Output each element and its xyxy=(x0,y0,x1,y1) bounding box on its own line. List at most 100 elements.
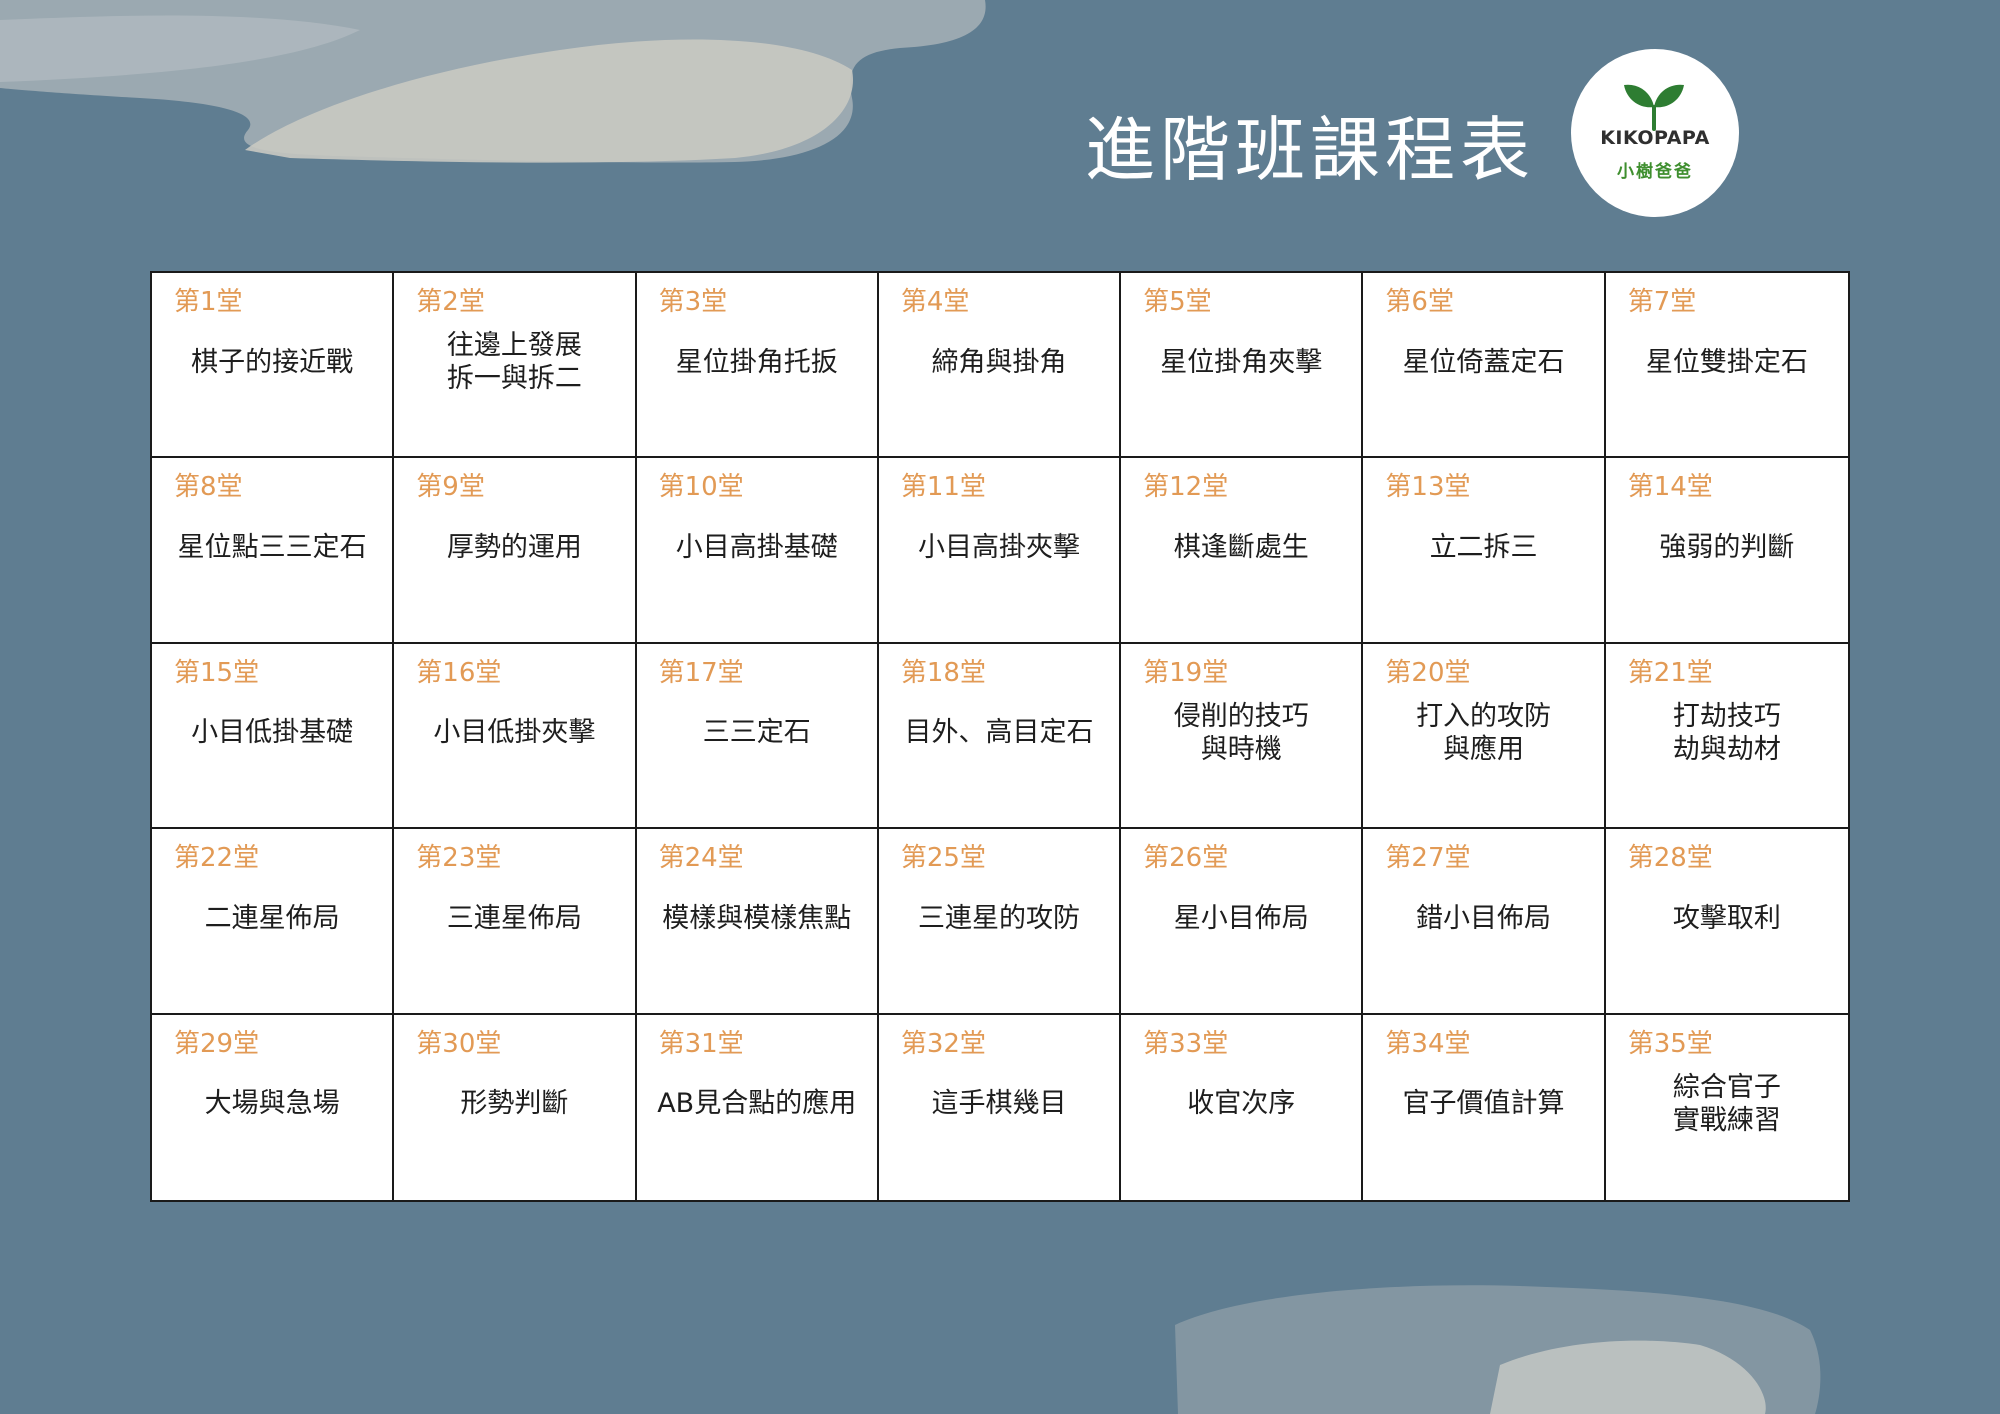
lesson-cell: 第32堂這手棋幾目 xyxy=(879,1014,1122,1200)
lesson-title: 官子價值計算 xyxy=(1369,1073,1597,1135)
page-title: 進階班課程表 xyxy=(1085,109,1535,191)
lesson-number: 第5堂 xyxy=(1143,287,1212,317)
lesson-title-line: 官子價值計算 xyxy=(1402,1088,1565,1120)
lesson-title-line: 這手棋幾目 xyxy=(931,1088,1067,1120)
lesson-cell: 第26堂星小目佈局 xyxy=(1121,829,1364,1015)
lesson-cell: 第34堂 官子價值計算 xyxy=(1363,1014,1606,1200)
lesson-title-line: 星位雙掛定石 xyxy=(1645,346,1808,378)
lesson-title-line: 星位掛角托扳 xyxy=(675,346,838,378)
lesson-cell: 第5堂星位掛角夾擊 xyxy=(1121,273,1364,459)
lesson-title-line: AB見合點的應用 xyxy=(657,1088,857,1120)
lesson-title: 錯小目佈局 xyxy=(1369,887,1597,949)
lesson-title-line: 星小目佈局 xyxy=(1173,902,1309,934)
lesson-number: 第26堂 xyxy=(1143,843,1229,874)
lesson-number: 第8堂 xyxy=(174,472,243,503)
lesson-cell: 第2堂 往邊上發展 拆一與拆二 xyxy=(394,273,637,459)
lesson-title: 模樣與模樣焦點 xyxy=(643,887,871,949)
sprout-icon xyxy=(1624,84,1684,131)
lesson-title-line: 星位掛角夾擊 xyxy=(1160,346,1323,378)
logo-brand-chinese: 小樹爸爸 xyxy=(1617,162,1693,182)
lesson-cell: 第9堂厚勢的運用 xyxy=(394,458,637,644)
kikopapa-logo: KIKOPAPA 小樹爸爸 xyxy=(1571,49,1739,217)
lesson-number: 第19堂 xyxy=(1143,657,1229,688)
lesson-title-line: 錯小目佈局 xyxy=(1416,902,1552,934)
lesson-title-line: 攻擊取利 xyxy=(1672,902,1781,934)
lesson-number: 第24堂 xyxy=(658,843,744,874)
lesson-title-line: 小目高掛基礎 xyxy=(675,531,838,563)
lesson-number: 第32堂 xyxy=(900,1028,986,1059)
lesson-cell: 第7堂 星位雙掛定石 xyxy=(1605,273,1848,459)
lesson-number: 第9堂 xyxy=(416,472,485,503)
lesson-title-line: 與時機 xyxy=(1200,733,1282,765)
lesson-title-line: 模樣與模樣焦點 xyxy=(662,902,852,934)
lesson-title-line: 厚勢的運用 xyxy=(446,531,582,563)
lesson-title: 綜合官子 實戰練習 xyxy=(1612,1072,1842,1136)
lesson-title-line: 實戰練習 xyxy=(1672,1104,1781,1136)
lesson-number: 第27堂 xyxy=(1385,843,1471,874)
lesson-title-line: 與應用 xyxy=(1443,733,1525,765)
lesson-title: 強弱的判斷 xyxy=(1612,516,1842,578)
lesson-title-line: 劫與劫材 xyxy=(1672,733,1781,765)
lesson-cell: 第27堂錯小目佈局 xyxy=(1363,829,1606,1015)
lesson-cell: 第14堂強弱的判斷 xyxy=(1605,458,1848,644)
lesson-title: 厚勢的運用 xyxy=(400,516,628,578)
lesson-cell: 第11堂小目高掛夾擊 xyxy=(878,458,1122,644)
lesson-cell: 第24堂模樣與模樣焦點 xyxy=(636,829,879,1015)
lesson-title-line: 侵削的技巧 xyxy=(1173,700,1309,732)
lesson-title-line: 締角與掛角 xyxy=(931,346,1067,378)
lesson-number: 第28堂 xyxy=(1627,843,1713,874)
lesson-number: 第25堂 xyxy=(900,843,986,874)
lesson-title-line: 星位倚蓋定石 xyxy=(1402,346,1565,378)
lesson-title: 締角與掛角 xyxy=(885,331,1113,393)
lesson-cell: 第15堂 小目低掛基礎 xyxy=(152,643,395,830)
lesson-title: 小目低掛夾擊 xyxy=(400,702,628,764)
lesson-title-line: 立二拆三 xyxy=(1429,531,1538,563)
lesson-title: 侵削的技巧 與時機 xyxy=(1127,700,1355,765)
lesson-number: 第17堂 xyxy=(658,657,744,688)
lesson-title: 星位倚蓋定石 xyxy=(1369,331,1597,393)
lesson-number: 第13堂 xyxy=(1385,472,1471,503)
lesson-cell: 第22堂 二連星佈局 xyxy=(152,829,395,1015)
lesson-title-line: 打入的攻防 xyxy=(1416,700,1552,732)
lesson-title: 形勢判斷 xyxy=(400,1073,628,1135)
lesson-title: 星位雙掛定石 xyxy=(1612,331,1842,393)
lesson-title: 棋逢斷處生 xyxy=(1127,516,1355,578)
lesson-number: 第14堂 xyxy=(1627,472,1713,503)
lesson-number: 第21堂 xyxy=(1627,657,1713,688)
lesson-number: 第16堂 xyxy=(416,657,502,688)
lesson-title: 大場與急場 xyxy=(158,1073,386,1135)
lesson-number: 第15堂 xyxy=(174,657,260,688)
lesson-cell: 第25堂三連星的攻防 xyxy=(878,829,1122,1015)
lesson-number: 第12堂 xyxy=(1143,472,1229,503)
lesson-title-line: 打劫技巧 xyxy=(1672,700,1781,732)
lesson-cell: 第6堂 星位倚蓋定石 xyxy=(1363,273,1606,459)
lesson-title: 目外、高目定石 xyxy=(885,702,1113,764)
lesson-number: 第2堂 xyxy=(416,287,485,317)
lesson-cell: 第30堂 形勢判斷 xyxy=(394,1014,637,1200)
lesson-cell: 第16堂小目低掛夾擊 xyxy=(394,643,637,830)
lesson-title-line: 棋子的接近戰 xyxy=(191,346,354,378)
lesson-cell: 第29堂 大場與急場 xyxy=(152,1014,395,1200)
lesson-title-line: 棋逢斷處生 xyxy=(1173,531,1309,563)
lesson-title: 三連星佈局 xyxy=(400,887,628,949)
lesson-cell: 第17堂三三定石 xyxy=(636,643,879,830)
lesson-title: 星位點三三定石 xyxy=(158,516,386,578)
lesson-title: 棋子的接近戰 xyxy=(158,331,386,393)
lesson-title: 三三定石 xyxy=(643,702,871,764)
lesson-title-line: 大場與急場 xyxy=(204,1088,340,1120)
lesson-number: 第10堂 xyxy=(658,472,744,503)
lesson-cell: 第10堂小目高掛基礎 xyxy=(636,458,879,644)
lesson-number: 第18堂 xyxy=(900,657,986,688)
lesson-cell: 第20堂打入的攻防 與應用 xyxy=(1363,643,1606,830)
lesson-title-line: 小目低掛夾擊 xyxy=(433,717,596,749)
lesson-cell: 第4堂 締角與掛角 xyxy=(878,273,1122,459)
lesson-title-line: 三連星的攻防 xyxy=(917,902,1080,934)
lesson-number: 第1堂 xyxy=(174,287,243,317)
lesson-title: 攻擊取利 xyxy=(1612,887,1842,949)
lesson-number: 第20堂 xyxy=(1385,657,1471,688)
lesson-title: 小目高掛夾擊 xyxy=(885,516,1113,578)
lesson-number: 第11堂 xyxy=(900,472,986,503)
lesson-title-line: 形勢判斷 xyxy=(460,1088,569,1120)
lesson-cell: 第23堂 三連星佈局 xyxy=(394,829,637,1015)
